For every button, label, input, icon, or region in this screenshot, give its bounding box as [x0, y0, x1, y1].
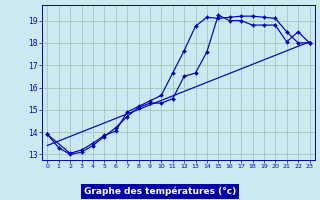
Text: Graphe des températures (°c): Graphe des températures (°c)	[84, 186, 236, 196]
